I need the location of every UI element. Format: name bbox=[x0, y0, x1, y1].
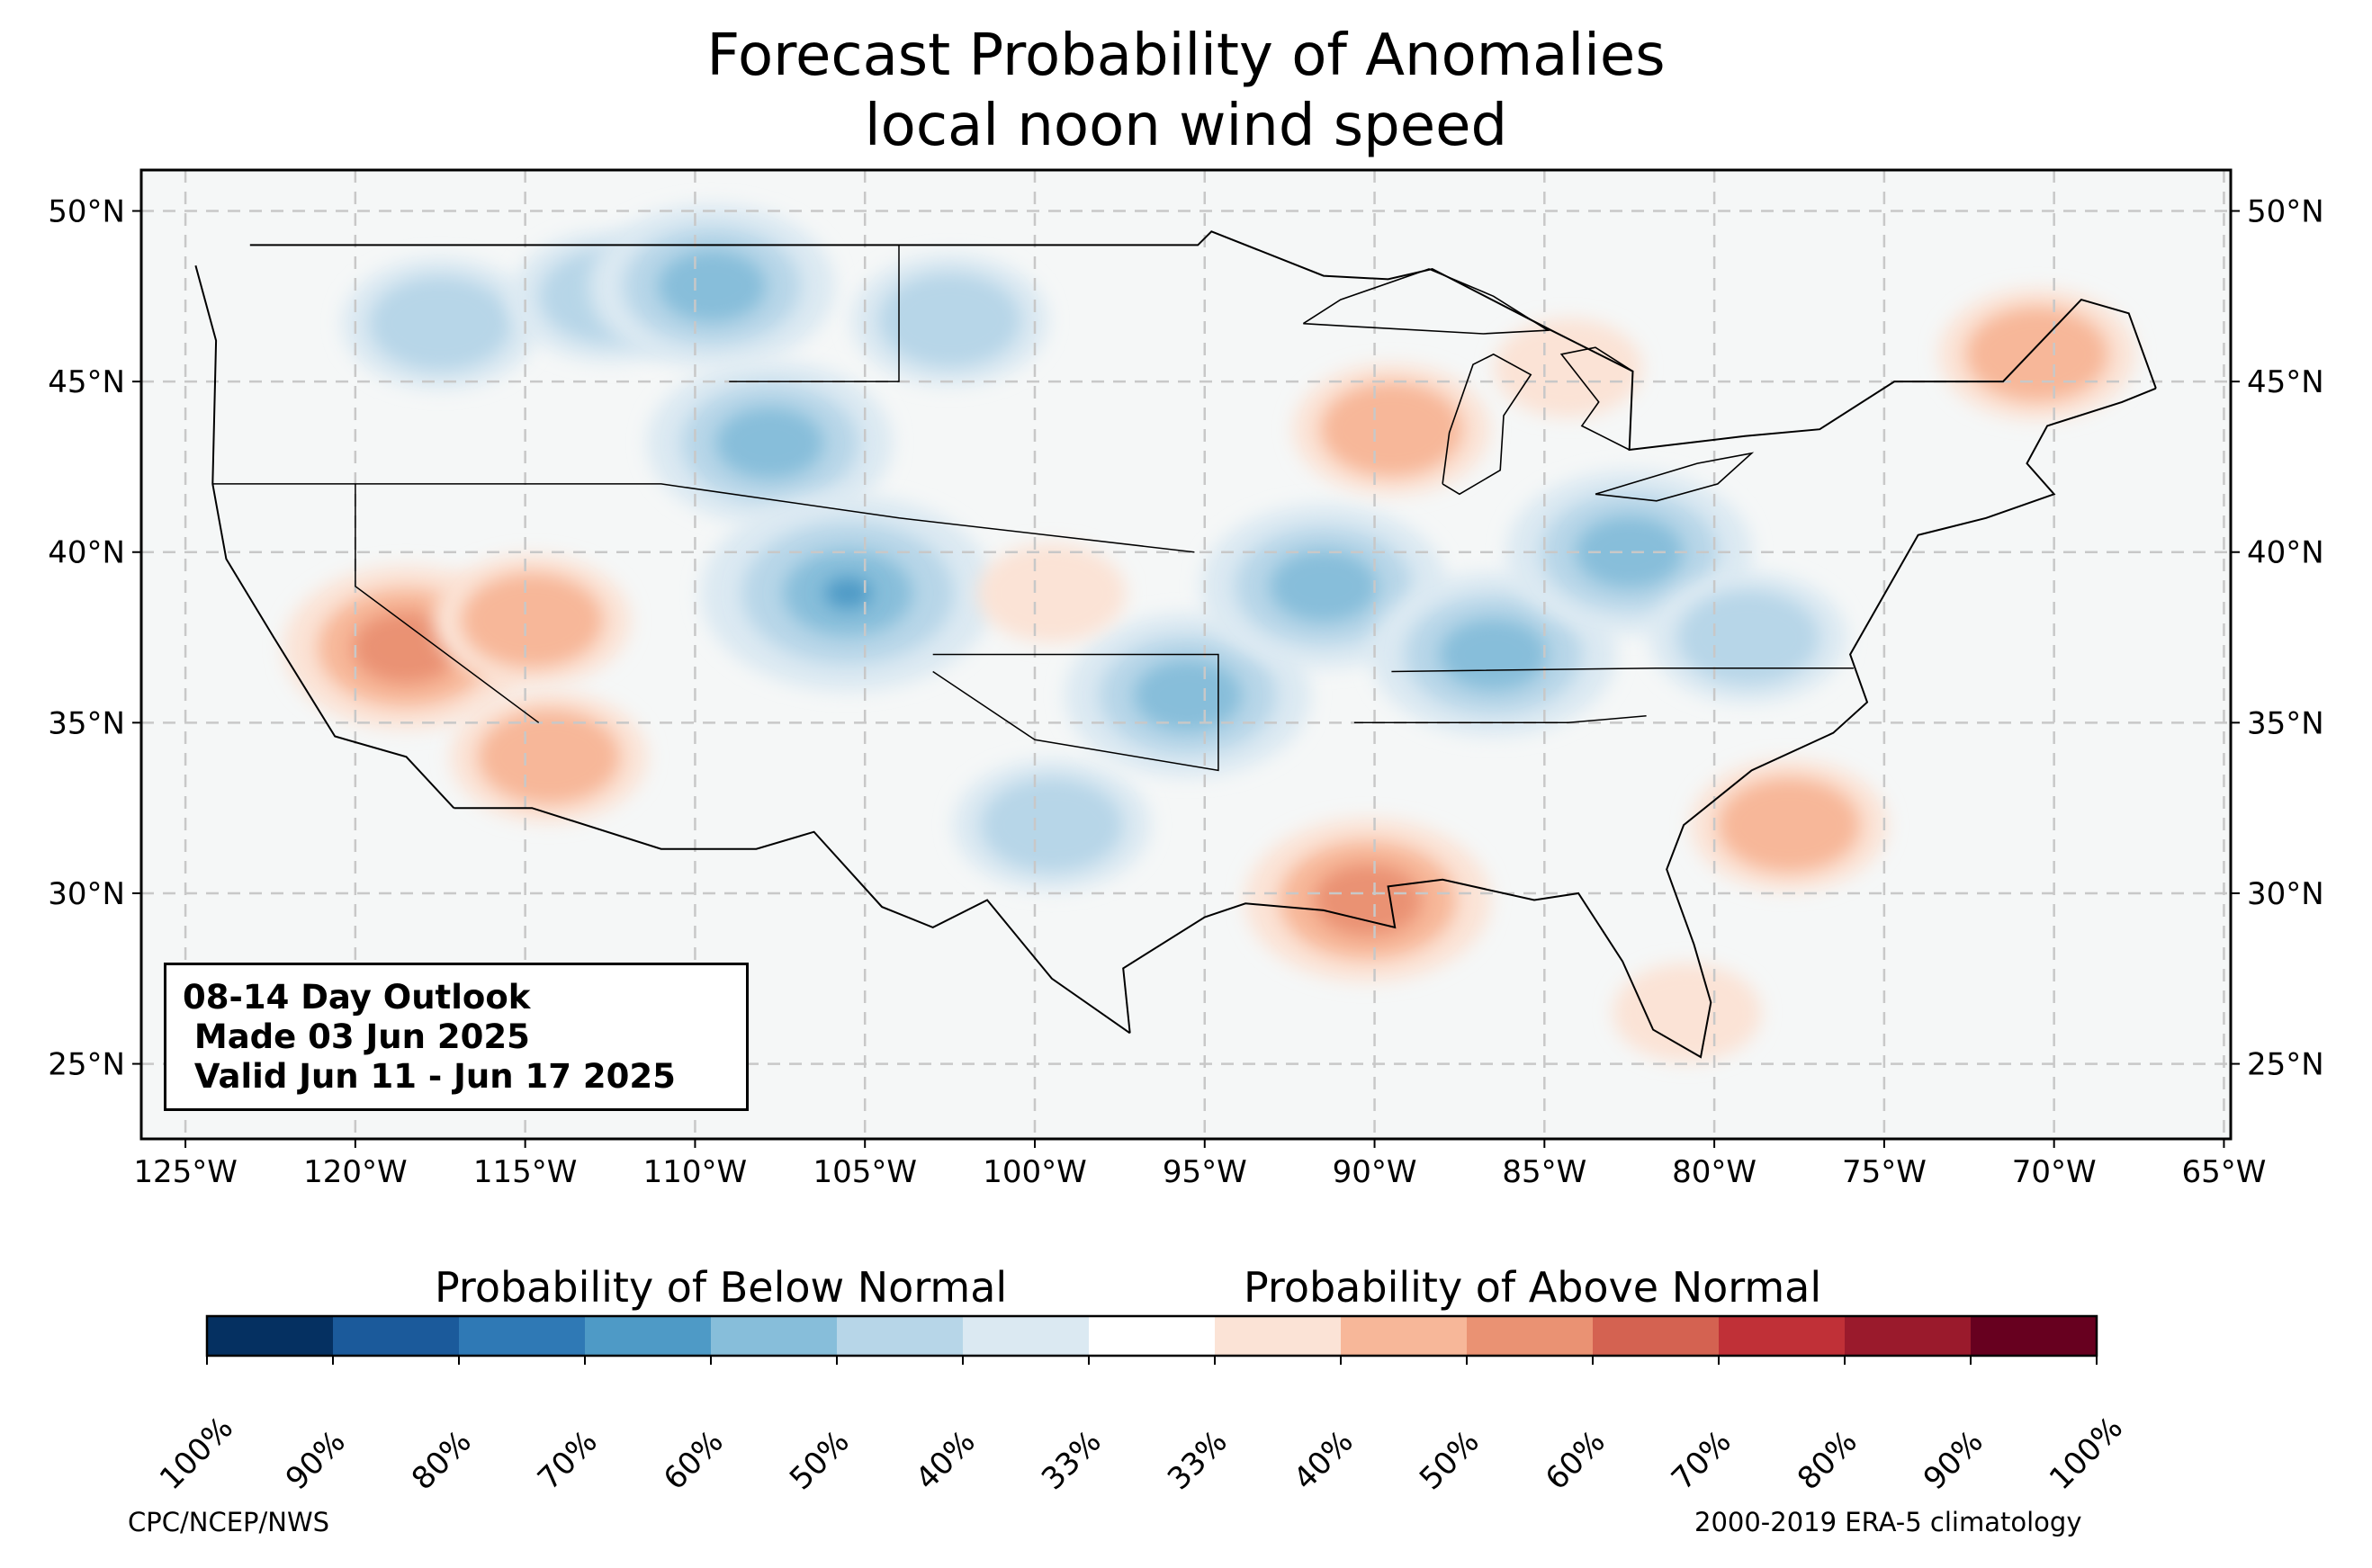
credit-agency: CPC/NCEP/NWS bbox=[128, 1507, 330, 1537]
above-normal-new-england-band-1 bbox=[1965, 307, 2108, 402]
lake-erie-outline bbox=[1595, 452, 1755, 502]
outlook-valid-dates: Valid Jun 11 - Jun 17 2025 bbox=[183, 1057, 676, 1096]
credit-climatology: 2000-2019 ERA-5 climatology bbox=[1694, 1507, 2082, 1537]
lon-tick-label: 80°W bbox=[1672, 1154, 1757, 1190]
below-normal-north-dakota-band-1 bbox=[878, 273, 1021, 368]
colorbar-swatch bbox=[963, 1316, 1090, 1356]
map-title-line-1: Forecast Probability of Anomalies bbox=[706, 22, 1666, 89]
anomaly-probability-layer bbox=[283, 203, 2136, 1062]
state-border-ok bbox=[932, 653, 1219, 772]
latitude-axis: 50°N 50°N 45°N 45°N 40°N 40°N 35°N 35°N 30°N 30°N… bbox=[48, 194, 2323, 1083]
colorbar-swatch bbox=[333, 1316, 460, 1356]
colorbar-swatch bbox=[1467, 1316, 1594, 1356]
colorbar-swatch bbox=[1719, 1316, 1846, 1356]
lat-tick-label-left: 45°N bbox=[48, 364, 125, 400]
below-normal-oklahoma-arkansas-band-2 bbox=[1133, 659, 1242, 732]
lat-tick-label-left: 50°N bbox=[48, 194, 125, 230]
colorbar-swatch bbox=[711, 1316, 838, 1356]
colorbar-outline bbox=[205, 1314, 2098, 1357]
state-border-ca-nv bbox=[355, 483, 540, 723]
lon-tick-label: 100°W bbox=[983, 1154, 1087, 1190]
colorbar-swatch bbox=[1971, 1316, 2098, 1356]
lat-tick-label-right: 45°N bbox=[2247, 364, 2324, 400]
above-normal-florida-band-0 bbox=[1613, 963, 1762, 1062]
above-normal-georgia-band-1 bbox=[1718, 777, 1861, 873]
above-normal-central-california-band-2 bbox=[352, 611, 461, 684]
state-border-wy-mt bbox=[729, 245, 900, 382]
canada-border-line bbox=[249, 230, 2157, 452]
legend-above-normal-title: Probability of Above Normal bbox=[1244, 1263, 1822, 1312]
below-normal-northwest-band-1 bbox=[369, 276, 512, 372]
lake-michigan-outline bbox=[1442, 353, 1532, 496]
below-normal-mid-atlantic-band-1 bbox=[1677, 589, 1819, 685]
below-normal-tennessee-valley-band-2 bbox=[1439, 618, 1548, 691]
colorbar-swatch bbox=[1089, 1316, 1216, 1356]
lat-tick-label-right: 40°N bbox=[2247, 535, 2324, 571]
probability-colorbar bbox=[205, 1314, 2098, 1365]
lat-tick-label-right: 35°N bbox=[2247, 705, 2324, 741]
lat-tick-label-left: 40°N bbox=[48, 535, 125, 571]
lon-tick-label: 90°W bbox=[1333, 1154, 1417, 1190]
below-normal-colorado-new-mexico-band-3 bbox=[824, 577, 872, 609]
colorbar-swatch bbox=[1593, 1316, 1720, 1356]
colorbar-swatch bbox=[207, 1316, 334, 1356]
lat-tick-label-left: 30°N bbox=[48, 876, 125, 912]
lon-tick-label: 105°W bbox=[813, 1154, 917, 1190]
lake-huron-outline bbox=[1559, 346, 1633, 451]
below-normal-montana-north-band-2 bbox=[658, 249, 767, 322]
lon-tick-label: 120°W bbox=[303, 1154, 408, 1190]
colorbar-swatch bbox=[1341, 1316, 1468, 1356]
lon-tick-label: 95°W bbox=[1163, 1154, 1247, 1190]
east-coast-line bbox=[1122, 387, 2157, 1059]
above-normal-michigan-north-band-0 bbox=[1494, 318, 1643, 417]
outlook-info-box: 08-14 Day Outlook Made 03 Jun 2025 Valid… bbox=[164, 963, 749, 1111]
lon-tick-label: 75°W bbox=[1842, 1154, 1927, 1190]
state-border-ms-ga bbox=[1353, 715, 1647, 724]
lat-tick-label-right: 50°N bbox=[2247, 194, 2324, 230]
above-normal-kansas-band-0 bbox=[977, 543, 1127, 643]
colorbar-swatch bbox=[585, 1316, 712, 1356]
colorbar-swatch bbox=[1845, 1316, 1972, 1356]
below-normal-texas-west-central-band-1 bbox=[981, 777, 1123, 873]
lat-tick-label-right: 25°N bbox=[2247, 1047, 2324, 1083]
below-normal-ohio-valley-band-2 bbox=[1575, 515, 1684, 588]
lon-tick-label: 115°W bbox=[473, 1154, 578, 1190]
lon-tick-label: 110°W bbox=[643, 1154, 748, 1190]
west-coast-line bbox=[194, 264, 455, 809]
outlook-period: 08-14 Day Outlook bbox=[183, 978, 531, 1017]
colorbar-swatch bbox=[459, 1316, 586, 1356]
colorbar-swatch bbox=[1215, 1316, 1342, 1356]
colorbar-swatch bbox=[837, 1316, 964, 1356]
map-title-line-2: local noon wind speed bbox=[864, 93, 1508, 159]
land-boundaries bbox=[194, 230, 2157, 1059]
state-border-tn-va bbox=[1391, 667, 1854, 673]
lon-tick-label: 70°W bbox=[2012, 1154, 2097, 1190]
longitude-axis: 125°W 120°W 115°W 110°W 105°W 100°W 95°W 90°W 85… bbox=[133, 1139, 2266, 1190]
lon-tick-label: 65°W bbox=[2182, 1154, 2267, 1190]
lat-tick-label-left: 35°N bbox=[48, 705, 125, 741]
lon-tick-label: 125°W bbox=[133, 1154, 238, 1190]
above-normal-arizona-band-1 bbox=[478, 709, 620, 804]
below-normal-missouri-band-2 bbox=[1269, 550, 1378, 623]
lat-tick-label-right: 30°N bbox=[2247, 876, 2324, 912]
below-normal-wyoming-northern-colorado-band-2 bbox=[715, 407, 824, 479]
above-normal-wisconsin-band-1 bbox=[1320, 381, 1463, 477]
legend-below-normal-title: Probability of Below Normal bbox=[435, 1263, 1008, 1312]
state-border-central bbox=[212, 483, 1195, 553]
lake-superior-outline bbox=[1302, 268, 1550, 335]
mexico-border-line bbox=[454, 807, 1131, 1035]
above-normal-nevada-band-1 bbox=[461, 573, 604, 668]
outlook-made-date: Made 03 Jun 2025 bbox=[183, 1017, 530, 1056]
lon-tick-label: 85°W bbox=[1502, 1154, 1586, 1190]
lat-tick-label-left: 25°N bbox=[48, 1047, 125, 1083]
above-normal-louisiana-band-2 bbox=[1313, 864, 1423, 936]
map-frame-border bbox=[139, 168, 2233, 1141]
